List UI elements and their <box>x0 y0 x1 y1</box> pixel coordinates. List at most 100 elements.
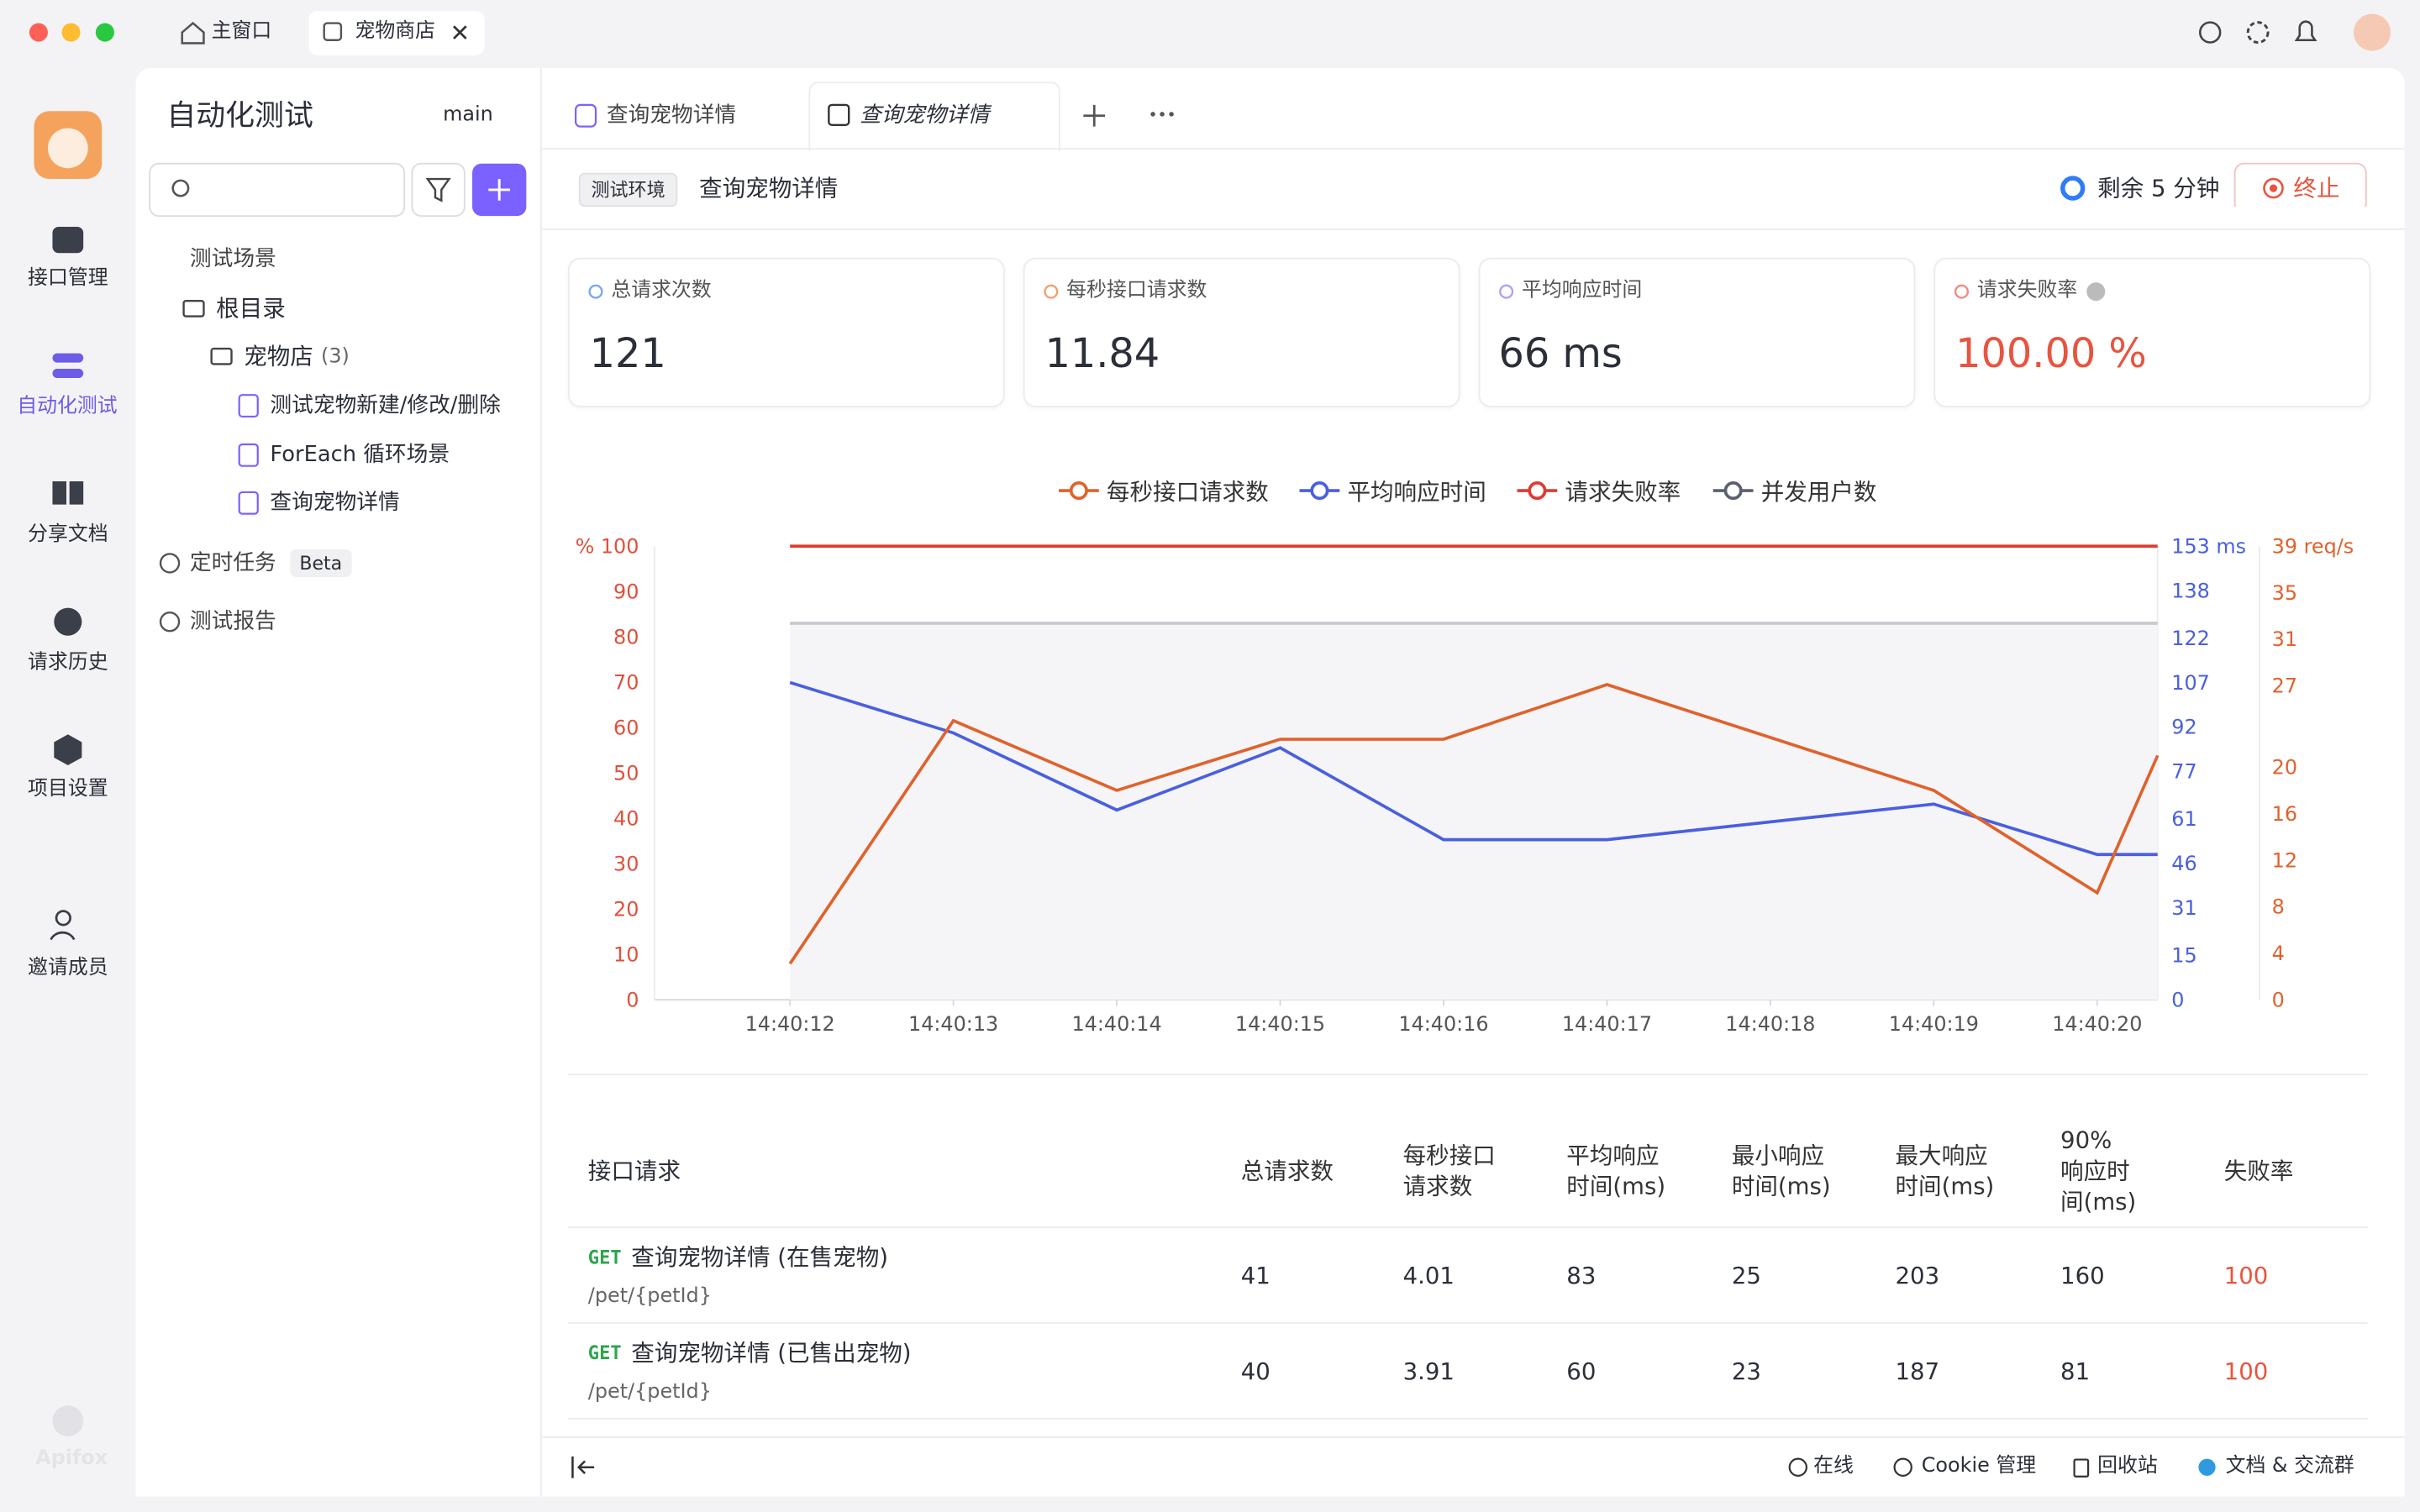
add-icon <box>488 179 511 201</box>
tick-label: 90 <box>613 580 639 603</box>
area <box>790 623 2158 1000</box>
table-header[interactable]: 最小响应时间(ms) <box>1731 1142 1831 1200</box>
window-tab[interactable]: 宠物商店 <box>355 19 435 44</box>
table-header[interactable]: 90% 响应时间(ms) <box>2060 1126 2137 1216</box>
env-badge[interactable]: 测试环境 <box>578 172 678 207</box>
tree-item[interactable]: 定时任务 <box>189 550 276 576</box>
table-header[interactable]: 失败率 <box>2223 1157 2294 1185</box>
footer-item[interactable]: 文档 & 交流群 <box>2225 1455 2354 1478</box>
footer-item[interactable]: Cookie 管理 <box>1921 1455 2037 1478</box>
avatar[interactable] <box>2354 13 2391 51</box>
nav-item[interactable]: 分享文档 <box>28 522 108 547</box>
x-tick-label: 14:40:12 <box>745 1012 835 1036</box>
nav-icon <box>52 481 84 505</box>
tick-label: 15 <box>2171 944 2196 968</box>
info-icon[interactable] <box>2086 282 2106 302</box>
tick-label: 92 <box>2171 716 2196 739</box>
table-header[interactable]: 最大响应时间(ms) <box>1895 1142 1995 1200</box>
search-box[interactable] <box>149 162 406 218</box>
table-header: 接口请求 <box>587 1157 681 1185</box>
tree-item[interactable]: 宠物店 <box>244 342 313 370</box>
editor-tab[interactable]: 查询宠物详情 <box>860 103 990 129</box>
nav-icon <box>54 607 82 636</box>
nav-item[interactable]: 请求历史 <box>28 651 108 675</box>
legend-item[interactable]: 并发用户数 <box>1712 479 1877 506</box>
table-header[interactable]: 平均响应时间(ms) <box>1566 1142 1666 1200</box>
x-tick-label: 14:40:17 <box>1562 1012 1652 1036</box>
editor-tab[interactable]: 查询宠物详情 <box>606 103 737 129</box>
nav-icon <box>54 734 82 766</box>
nav-icon <box>55 910 71 927</box>
tree-count: (3) <box>321 345 350 369</box>
legend-item[interactable]: 请求失败率 <box>1517 479 1681 506</box>
refresh-icon[interactable] <box>2198 21 2222 44</box>
tick-label: 12 <box>2272 848 2297 872</box>
tick-label: 70 <box>613 670 639 694</box>
nav-item[interactable]: 项目设置 <box>28 777 108 801</box>
footer-item[interactable]: 回收站 <box>2097 1455 2158 1478</box>
tree-item[interactable]: 测试报告 <box>189 609 276 634</box>
link-icon <box>323 22 343 41</box>
tree-item[interactable]: 测试场景 <box>189 246 276 272</box>
search-icon <box>171 179 190 197</box>
table-header[interactable]: 每秒接口请求数 <box>1402 1142 1496 1200</box>
stat-value: 11.84 <box>1044 331 1160 379</box>
tick-label: 80 <box>613 625 639 648</box>
request-name: 查询宠物详情 (已售出宠物) <box>631 1339 912 1368</box>
request-path: /pet/{petId} <box>587 1380 712 1404</box>
tick-label: 0 <box>2272 988 2285 1011</box>
row-border <box>567 1322 2368 1324</box>
table-cell: 187 <box>1895 1357 1940 1386</box>
tree-item[interactable]: 查询宠物详情 <box>270 491 400 516</box>
request-path: /pet/{petId} <box>587 1285 712 1309</box>
minimize-button[interactable] <box>61 23 81 42</box>
tree-item[interactable]: ForEach 循环场景 <box>270 443 450 468</box>
bell-icon[interactable] <box>2294 20 2317 42</box>
active-editor-tab[interactable] <box>808 81 1060 152</box>
tick-label: 8 <box>2272 895 2285 919</box>
tick-label: 35 <box>2272 581 2297 605</box>
branch[interactable]: main <box>443 103 493 127</box>
stat-dots <box>588 282 2106 302</box>
brand: Apifox <box>35 1446 108 1471</box>
stat-card <box>1933 257 2371 407</box>
table-cell: 100 <box>2223 1262 2269 1290</box>
close-button[interactable] <box>29 23 48 42</box>
nav-item[interactable]: 自动化测试 <box>17 395 118 418</box>
stop-label[interactable]: 终止 <box>2293 174 2340 202</box>
table-cell: 3.91 <box>1402 1357 1455 1386</box>
tick-label: 50 <box>613 761 639 785</box>
tree-item[interactable]: 根目录 <box>216 294 286 323</box>
file-icon <box>238 491 259 515</box>
tick-label: 31 <box>2272 627 2297 651</box>
new-tab[interactable] <box>1083 104 1106 127</box>
filter-button[interactable] <box>411 162 466 218</box>
legend-marker <box>1723 481 1743 501</box>
stat-card <box>567 257 1005 407</box>
legend-item[interactable]: 平均响应时间 <box>1299 479 1486 506</box>
tree-item[interactable]: 测试宠物新建/修改/删除 <box>270 393 501 418</box>
nav-item[interactable]: 接口管理 <box>28 266 108 291</box>
legend-item[interactable]: 每秒接口请求数 <box>1059 479 1269 506</box>
active-tab-bg <box>308 10 485 56</box>
tick-label: 0 <box>2171 988 2184 1011</box>
footer-item[interactable]: 在线 <box>1813 1455 1854 1478</box>
table-header[interactable]: 总请求数 <box>1240 1157 1334 1185</box>
collapse-button[interactable] <box>571 1456 595 1478</box>
nav-item[interactable]: 邀请成员 <box>28 956 108 980</box>
tick-label: 30 <box>613 852 639 875</box>
nav-icon <box>52 368 84 379</box>
window-tab[interactable]: 主窗口 <box>211 19 272 44</box>
series-line <box>788 683 2160 965</box>
stat-card <box>1023 257 1460 407</box>
clock-icon <box>159 553 181 574</box>
zoom-button[interactable] <box>95 23 114 42</box>
tab-close[interactable] <box>453 25 467 39</box>
tick-label: 138 <box>2171 579 2210 602</box>
series-line <box>789 680 2158 857</box>
legend-marker <box>1069 481 1088 501</box>
request-name: 查询宠物详情 (在售宠物) <box>631 1243 889 1272</box>
legend-marker <box>1528 481 1547 501</box>
